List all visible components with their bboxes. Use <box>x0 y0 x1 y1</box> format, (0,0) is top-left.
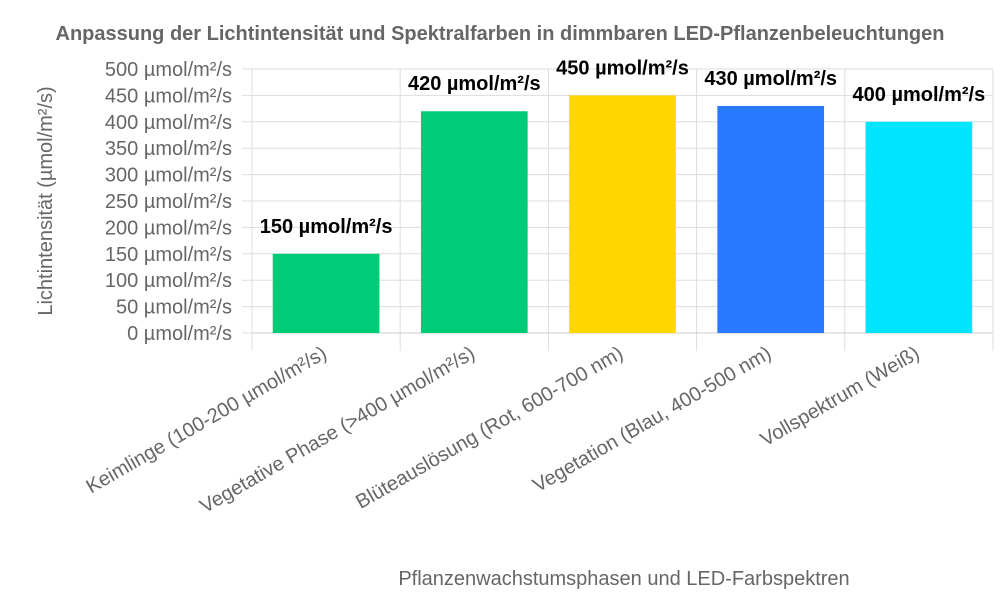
y-tick-label: 200 µmol/m²/s <box>105 217 232 239</box>
y-tick-label: 150 µmol/m²/s <box>105 244 232 266</box>
x-tick-label: Keimlinge (100-200 µmol/m²/s) <box>82 342 330 498</box>
y-tick-label: 450 µmol/m²/s <box>105 85 232 107</box>
bar <box>569 95 676 334</box>
y-tick-label: 300 µmol/m²/s <box>105 165 232 187</box>
y-tick-label: 350 µmol/m²/s <box>105 138 232 160</box>
y-tick-label: 250 µmol/m²/s <box>105 191 232 213</box>
bars-layer <box>272 95 973 334</box>
data-label-layer: 150 µmol/m²/s 420 µmol/m²/s 450 µmol/m²/s 4… <box>260 57 985 237</box>
x-tick-label: Blüteauslösung (Rot, 600-700 nm) <box>352 342 627 513</box>
y-tick-label: 400 µmol/m²/s <box>105 112 232 134</box>
y-tick-label: 500 µmol/m²/s <box>105 59 232 81</box>
bar <box>420 111 528 334</box>
x-tick-label: Vegetation (Blau, 400-500 nm) <box>529 342 775 497</box>
x-tick-label: Vegetative Phase (>400 µmol/m²/s) <box>196 342 478 518</box>
data-label: 450 µmol/m²/s <box>556 57 689 79</box>
y-axis-title: Lichtintensität (µmol/m²/s) <box>35 86 57 315</box>
x-axis-title: Pflanzenwachstumsphasen und LED-Farbspek… <box>398 568 849 590</box>
data-label: 150 µmol/m²/s <box>260 216 393 238</box>
bar <box>272 253 380 333</box>
x-tick-label: Vollspektrum (Weiß) <box>757 342 924 451</box>
y-tick-layer: 0 µmol/m²/s 50 µmol/m²/s 100 µmol/m²/s 150 … <box>105 59 232 345</box>
bar <box>717 105 825 334</box>
data-label: 400 µmol/m²/s <box>853 84 986 106</box>
y-tick-label: 50 µmol/m²/s <box>116 297 232 319</box>
chart-title: Anpassung der Lichtintensität und Spektr… <box>56 23 945 45</box>
data-label: 430 µmol/m²/s <box>704 68 837 90</box>
data-label: 420 µmol/m²/s <box>408 73 541 95</box>
x-tick-layer: Keimlinge (100-200 µmol/m²/s)Vegetative … <box>82 342 923 518</box>
bar <box>865 121 973 333</box>
y-tick-label: 100 µmol/m²/s <box>105 270 232 292</box>
y-tick-label: 0 µmol/m²/s <box>127 323 232 345</box>
